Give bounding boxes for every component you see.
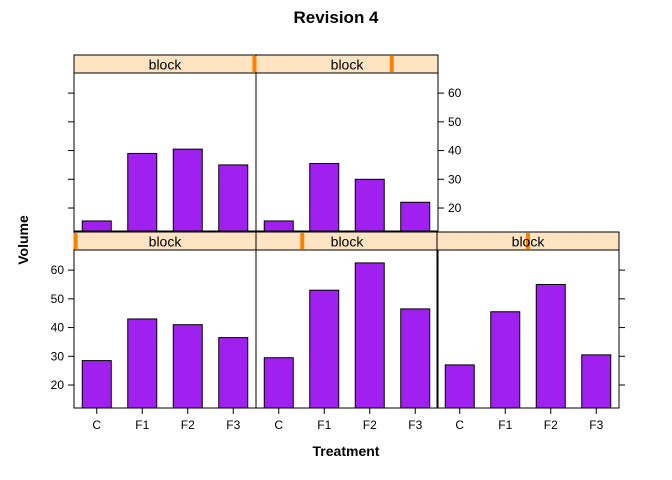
bar: [218, 337, 249, 409]
panel: block: [436, 231, 620, 409]
strip-label: block: [331, 57, 365, 73]
panel-border: [436, 249, 620, 409]
y-tick-label: 60: [51, 263, 65, 277]
x-tick-label: C: [455, 418, 464, 432]
y-tick-label: 60: [448, 86, 462, 100]
bar: [309, 162, 340, 232]
bar: [535, 283, 566, 409]
bar: [400, 308, 431, 409]
chart-title: Revision 4: [293, 8, 379, 27]
x-tick-label: F3: [408, 418, 422, 432]
y-tick-label: 40: [51, 321, 65, 335]
strip-label: block: [512, 234, 546, 250]
x-tick-label: C: [92, 418, 101, 432]
panel: block: [73, 231, 257, 409]
x-tick-label: F1: [498, 418, 512, 432]
x-tick-label: F1: [135, 418, 149, 432]
bar: [81, 360, 112, 409]
y-tick-label: 30: [448, 172, 462, 186]
y-tick-label: 20: [51, 378, 65, 392]
x-tick-label: F2: [363, 418, 377, 432]
x-tick-label: C: [274, 418, 283, 432]
bar: [581, 354, 612, 409]
y-axis-title: Volume: [15, 215, 31, 265]
panel: block: [255, 54, 439, 232]
y-tick-label: 20: [448, 201, 462, 215]
left-y-axis: 20 30 40 50 60: [51, 263, 74, 392]
bar: [444, 364, 475, 409]
y-tick-label: 50: [51, 292, 65, 306]
bar: [172, 148, 203, 232]
left-y-axis: [68, 92, 74, 209]
strip-label: block: [331, 234, 365, 250]
x-axis: C F1 F2 F3 C F1 F2 F3 C F1 F2 F3: [92, 408, 604, 432]
x-tick-label: F2: [544, 418, 558, 432]
x-tick-label: F1: [317, 418, 331, 432]
x-axis-title: Treatment: [313, 443, 380, 459]
bar: [263, 220, 294, 232]
bar: [127, 152, 158, 232]
bar: [81, 220, 112, 232]
panel: block: [73, 54, 257, 232]
bar: [490, 311, 521, 409]
bar: [172, 324, 203, 409]
bar: [354, 262, 385, 409]
right-y-axis: 20 30 40 50 60: [438, 86, 462, 215]
panel-border: [73, 72, 257, 232]
strip-label: block: [149, 57, 183, 73]
bar: [309, 289, 340, 409]
y-tick-label: 50: [448, 115, 462, 129]
y-tick-label: 30: [51, 349, 65, 363]
bar: [218, 164, 249, 232]
x-tick-label: F2: [181, 418, 195, 432]
panel-border: [255, 249, 439, 409]
bar: [400, 201, 431, 232]
bar: [263, 357, 294, 409]
panels: block block block block block 20 30 40 50 60 20 30 4…: [51, 54, 625, 432]
bar: [127, 318, 158, 409]
strip-label: block: [149, 234, 183, 250]
right-y-axis: [619, 269, 625, 386]
x-tick-label: F3: [589, 418, 603, 432]
y-tick-label: 40: [448, 144, 462, 158]
bar: [354, 178, 385, 232]
panel: block: [255, 231, 439, 409]
x-tick-label: F3: [226, 418, 240, 432]
